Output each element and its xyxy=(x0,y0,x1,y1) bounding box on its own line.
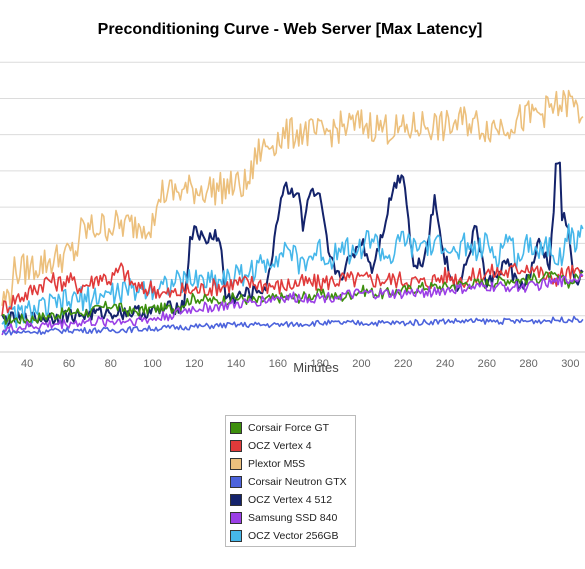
series-line-corsair-neutron-gtx xyxy=(1,315,584,336)
legend-label: Plextor M5S xyxy=(248,458,306,470)
legend-item: OCZ Vertex 4 xyxy=(230,437,351,455)
legend-item: OCZ Vector 256GB xyxy=(230,527,351,545)
legend-swatch xyxy=(230,422,242,434)
legend-swatch xyxy=(230,458,242,470)
x-tick-label: 300 xyxy=(561,358,579,370)
x-tick-label: 100 xyxy=(143,358,161,370)
legend-label: Corsair Neutron GTX xyxy=(248,476,347,488)
x-axis-label: Minutes xyxy=(293,360,339,375)
legend-item: Samsung SSD 840 xyxy=(230,509,351,527)
series-line-samsung-ssd-840 xyxy=(1,273,584,336)
legend-swatch xyxy=(230,476,242,488)
legend-item: Plextor M5S xyxy=(230,455,351,473)
series-layer xyxy=(1,89,584,336)
x-tick-label: 280 xyxy=(519,358,537,370)
x-tick-label: 220 xyxy=(394,358,412,370)
x-ticks: 40 60 80 100 120 140 160 180 200 220 240 260 280 300 xyxy=(21,358,580,370)
x-tick-label: 160 xyxy=(269,358,287,370)
legend-item: Corsair Force GT xyxy=(230,419,351,437)
legend-swatch xyxy=(230,494,242,506)
legend-item: Corsair Neutron GTX xyxy=(230,473,351,491)
series-line-ocz-vertex-4 xyxy=(1,262,584,316)
x-tick-label: 240 xyxy=(436,358,454,370)
legend-swatch xyxy=(230,530,242,542)
legend-label: Corsair Force GT xyxy=(248,422,330,434)
x-tick-label: 80 xyxy=(105,358,117,370)
x-tick-label: 180 xyxy=(310,358,328,370)
x-tick-label: 140 xyxy=(227,358,245,370)
legend-label: OCZ Vector 256GB xyxy=(248,530,339,542)
legend-item: OCZ Vertex 4 512 xyxy=(230,491,351,509)
legend-swatch xyxy=(230,512,242,524)
legend-swatch xyxy=(230,440,242,452)
series-line-ocz-vector-256gb xyxy=(1,223,584,331)
chart-title: Preconditioning Curve - Web Server [Max … xyxy=(98,21,483,38)
x-tick-label: 60 xyxy=(63,358,75,370)
legend: Corsair Force GT OCZ Vertex 4 Plextor M5S C… xyxy=(225,415,356,547)
legend-label: OCZ Vertex 4 xyxy=(248,440,312,452)
legend-label: OCZ Vertex 4 512 xyxy=(248,494,333,506)
legend-label: Samsung SSD 840 xyxy=(248,512,338,524)
series-line-plextor-m5s xyxy=(1,89,584,310)
series-line-ocz-vertex-4-512 xyxy=(1,161,584,327)
x-tick-label: 260 xyxy=(478,358,496,370)
x-tick-label: 120 xyxy=(185,358,203,370)
x-tick-label: 200 xyxy=(352,358,370,370)
x-tick-label: 40 xyxy=(21,358,33,370)
